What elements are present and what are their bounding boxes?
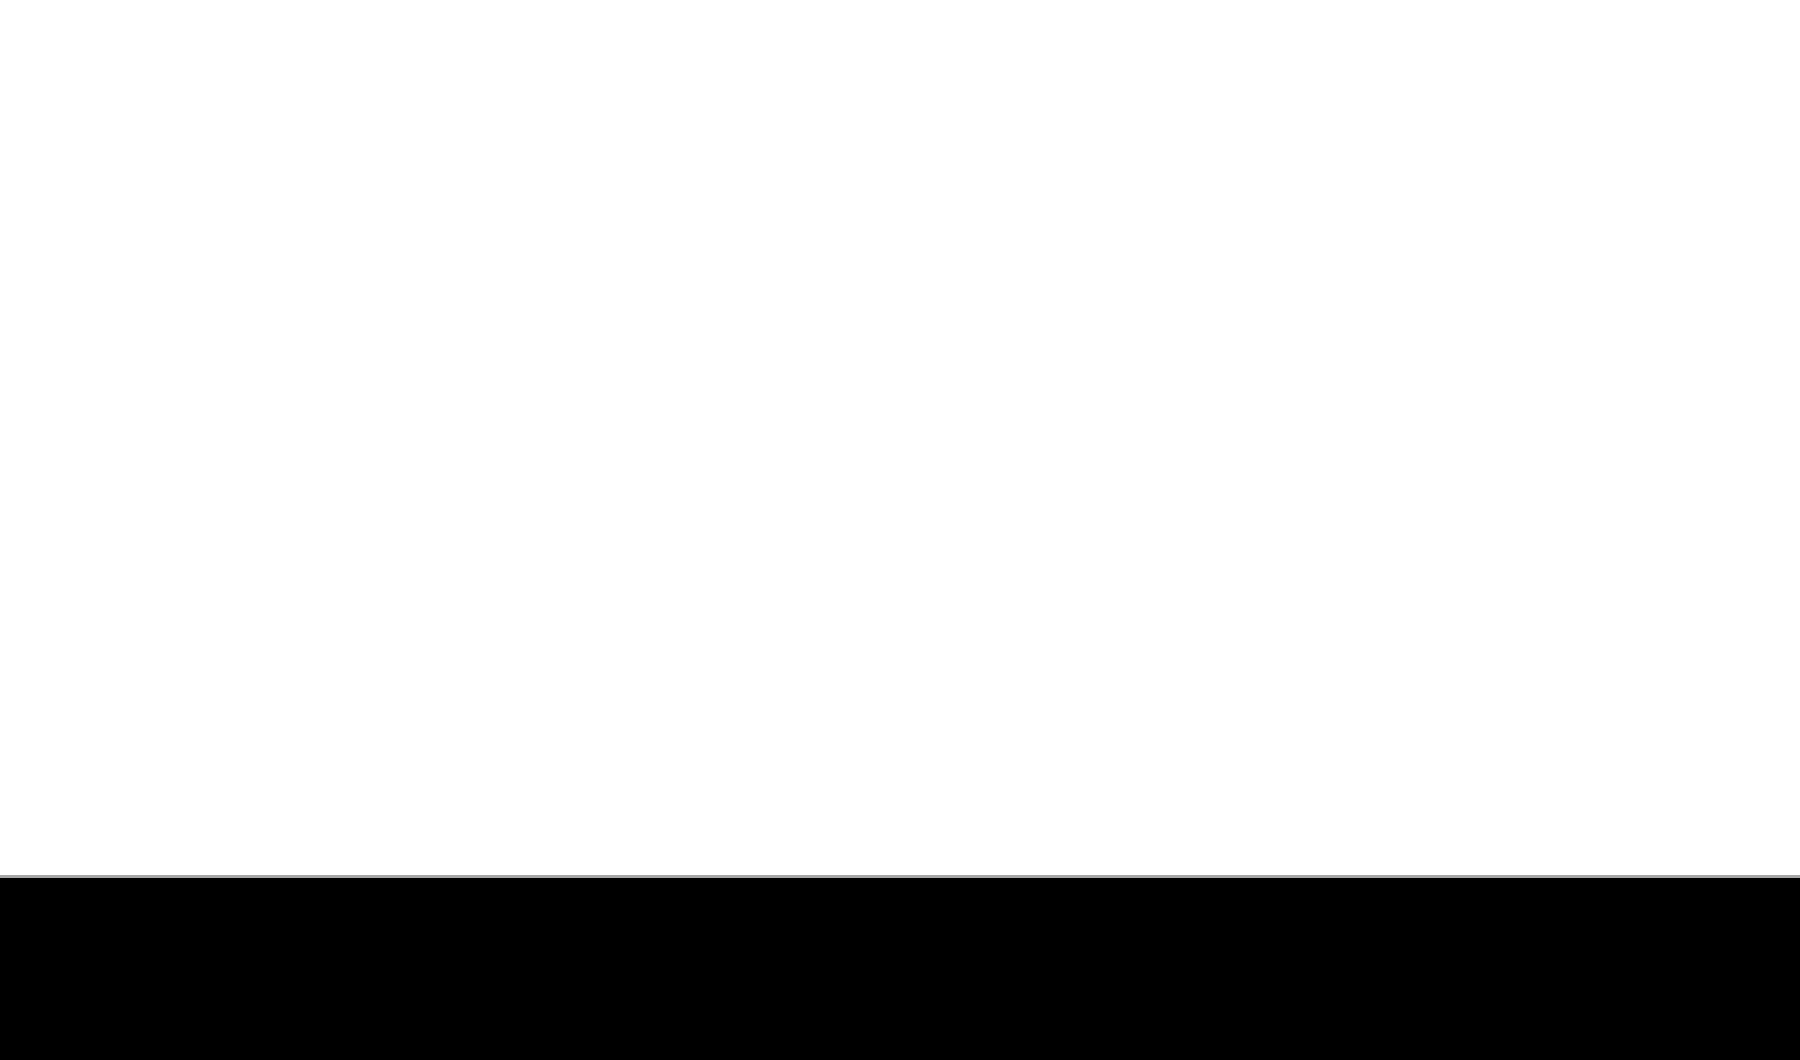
- bottom-black-bar: [0, 875, 1800, 1060]
- figure-canvas: [0, 0, 1800, 875]
- figure-area: [0, 0, 1800, 875]
